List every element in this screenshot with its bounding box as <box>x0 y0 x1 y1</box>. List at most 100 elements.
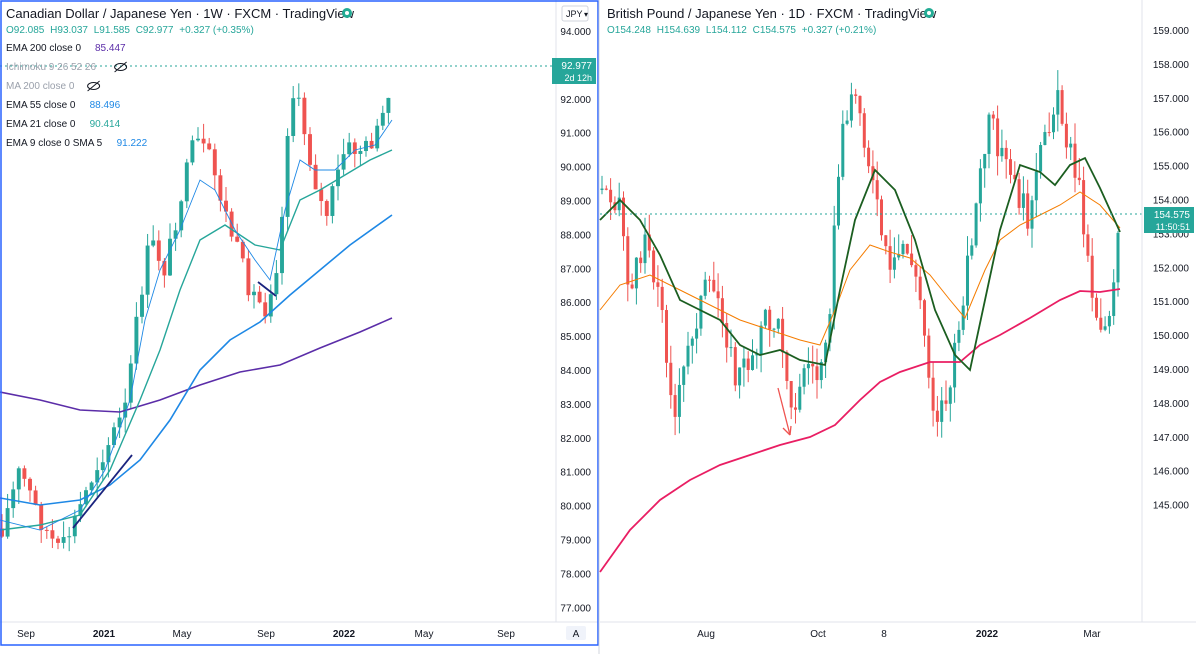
candle-body <box>922 300 927 336</box>
right-price-tick: 154.000 <box>1153 196 1190 207</box>
left-price-axis[interactable]: 94.00093.00092.00091.00090.00089.00088.0… <box>552 0 596 622</box>
right-arrow-drawing[interactable] <box>777 387 792 436</box>
candle-body <box>639 257 643 264</box>
eye-off-icon[interactable] <box>87 82 101 90</box>
right-price-tick: 150.000 <box>1153 331 1190 342</box>
candle-body <box>712 279 716 292</box>
left-price-tick: 88.000 <box>560 230 591 241</box>
left-time-tick: Sep <box>497 629 515 640</box>
candle-body <box>867 147 871 167</box>
right-time-tick: Aug <box>697 629 715 640</box>
candle-body <box>268 294 273 317</box>
candle-body <box>935 410 939 422</box>
candle-body <box>358 151 363 154</box>
candle-body <box>832 225 836 315</box>
left-price-tick: 94.000 <box>560 27 591 38</box>
candle-body <box>961 305 965 330</box>
candle-body <box>1021 193 1025 208</box>
left-chart[interactable]: 94.00093.00092.00091.00090.00089.00088.0… <box>0 0 599 646</box>
candle-body <box>888 246 892 270</box>
eye-off-icon[interactable] <box>114 63 128 71</box>
candle-body <box>1043 132 1047 146</box>
ema-200-line-right[interactable] <box>599 288 1121 573</box>
candle-body <box>699 295 703 329</box>
ema-55-line-right[interactable] <box>599 191 1121 346</box>
ema-9-line[interactable] <box>0 119 393 531</box>
candle-body <box>828 314 832 343</box>
candle-body <box>162 260 167 276</box>
trendline-drawing[interactable] <box>72 454 133 529</box>
candle-body <box>156 240 161 261</box>
ema-55-line[interactable] <box>0 214 393 506</box>
candle-body <box>940 400 944 422</box>
right-time-tick: Mar <box>1083 629 1101 640</box>
candle-body <box>128 363 133 403</box>
left-ohlc: O92.085 H93.037 L91.585 C92.977 +0.327 (… <box>6 25 254 36</box>
trendline-drawing[interactable] <box>257 281 277 297</box>
candle-body <box>609 189 613 203</box>
candle-body <box>1094 297 1099 318</box>
candle-body <box>806 363 810 369</box>
eye-off-slash <box>87 80 100 92</box>
eye-off-slash <box>114 61 127 73</box>
indicator-value: 91.222 <box>117 138 148 149</box>
indicator-label: EMA 200 close 0 <box>6 43 81 54</box>
candle-body <box>793 407 798 410</box>
candle-body <box>112 427 116 446</box>
right-candles <box>600 70 1120 438</box>
candle-body <box>168 238 172 276</box>
candle-body <box>695 328 699 339</box>
right-time-tick: Oct <box>810 629 826 640</box>
right-last-price-badge <box>1144 207 1194 233</box>
candle-body <box>173 230 178 239</box>
candle-body <box>634 257 638 289</box>
left-time-tick: May <box>173 629 192 640</box>
candle-body <box>673 395 677 417</box>
left-time-axis[interactable]: Sep 2021 May Sep 2022 May Sep A <box>0 621 598 640</box>
left-time-tick: May <box>415 629 434 640</box>
candle-body <box>1013 174 1017 180</box>
right-price-tick: 147.000 <box>1153 433 1190 444</box>
candle-body <box>324 201 329 216</box>
currency-button[interactable] <box>561 5 589 22</box>
candle-body <box>884 235 888 247</box>
left-time-tick: 2022 <box>333 629 356 640</box>
candle-body <box>1008 159 1013 175</box>
ema-21-line[interactable] <box>0 149 393 531</box>
ema-21-line-right[interactable] <box>599 156 1121 372</box>
left-title: Canadian Dollar / Japanese Yen · 1W · FX… <box>6 6 355 21</box>
left-indicator-lines <box>0 119 393 531</box>
left-auto-button[interactable] <box>566 626 586 640</box>
right-price-axis[interactable]: 159.000 158.000 157.000 156.000 155.000 154.0… <box>1141 0 1194 622</box>
right-time-axis[interactable]: Aug Oct 8 2022 Mar <box>600 621 1196 640</box>
candle-body <box>841 123 845 177</box>
left-last-price-badge <box>552 58 596 84</box>
left-last-price: 92.977 <box>561 61 592 72</box>
right-chart[interactable]: 159.000 158.000 157.000 156.000 155.000 154.0… <box>599 0 1196 640</box>
candle-body <box>690 338 694 346</box>
right-price-tick: 146.000 <box>1153 467 1190 478</box>
candle-body <box>1073 143 1077 178</box>
candle-body <box>1099 317 1103 330</box>
indicator-value: 90.414 <box>90 119 121 130</box>
candle-body <box>854 94 858 96</box>
candle-body <box>1047 132 1051 134</box>
ema-200-line[interactable] <box>0 317 393 413</box>
left-price-tick: 80.000 <box>560 502 591 513</box>
candle-body <box>781 318 785 353</box>
candle-body <box>1069 143 1073 148</box>
right-price-tick: 151.000 <box>1153 297 1190 308</box>
indicator-label: MA 200 close 0 <box>6 81 75 92</box>
left-price-tick: 87.000 <box>560 264 591 275</box>
candle-body <box>836 176 841 226</box>
candle-body <box>819 362 823 381</box>
candle-body <box>733 347 737 386</box>
candle-body <box>720 298 724 324</box>
candle-body <box>308 134 312 165</box>
candle-body <box>369 140 374 149</box>
candle-body <box>626 236 630 285</box>
left-price-tick: 90.000 <box>560 163 591 174</box>
left-price-tick: 82.000 <box>560 434 591 445</box>
left-legend: Canadian Dollar / Japanese Yen · 1W · FX… <box>6 6 355 149</box>
candle-body <box>16 468 21 490</box>
